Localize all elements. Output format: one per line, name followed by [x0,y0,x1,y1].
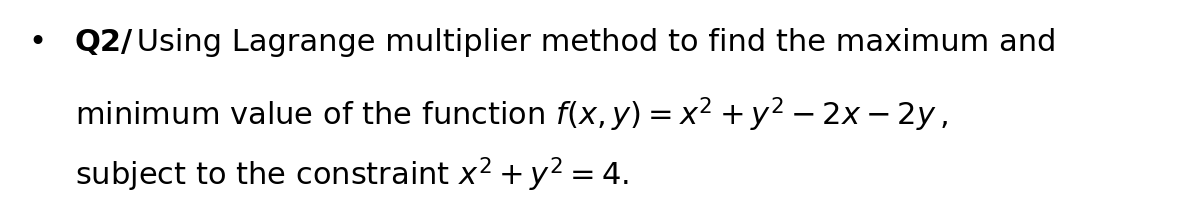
Text: subject to the constraint $x^2 + y^2 = 4$.: subject to the constraint $x^2 + y^2 = 4… [74,155,629,194]
Text: minimum value of the function $f(x, y) = x^2 + y^2 - 2x - 2y\,$,: minimum value of the function $f(x, y) =… [74,95,948,134]
Text: Using Lagrange multiplier method to find the maximum and: Using Lagrange multiplier method to find… [127,28,1056,57]
Text: Q2/: Q2/ [74,28,133,57]
Text: •: • [28,28,46,57]
